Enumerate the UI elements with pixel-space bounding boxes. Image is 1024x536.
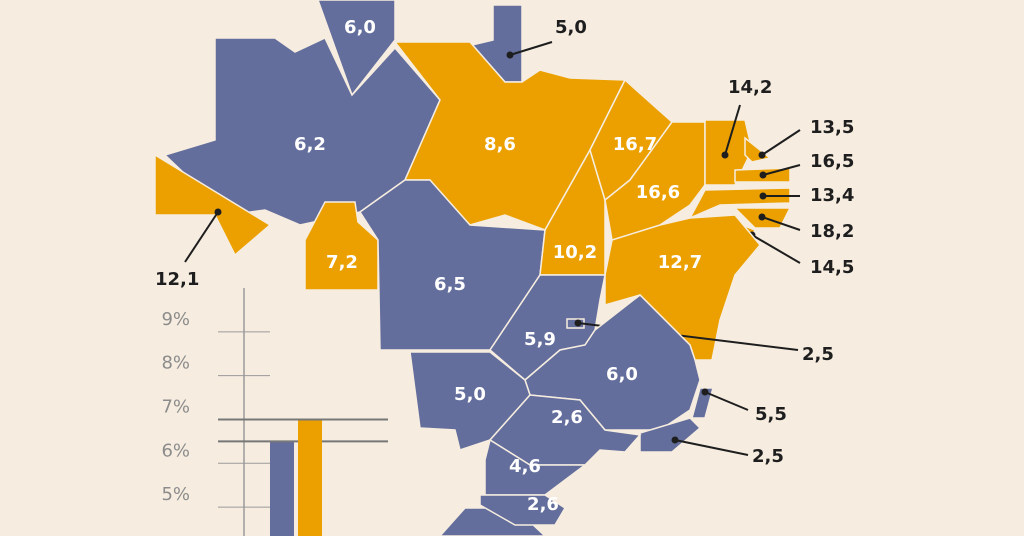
leader-dot [574, 319, 582, 327]
region-value: 5,5 [755, 404, 787, 425]
region-value: 5,0 [454, 384, 486, 405]
region-value: 5,9 [524, 329, 556, 350]
region [317, 0, 396, 97]
region [524, 294, 701, 431]
leader-dot [758, 213, 766, 221]
region [691, 387, 714, 419]
region-value: 2,6 [527, 494, 559, 515]
region [154, 153, 272, 257]
y-tick-label: 8% [161, 353, 190, 374]
region-value: 2,5 [802, 344, 834, 365]
leader-line [674, 439, 749, 456]
region-value: 16,7 [613, 134, 657, 155]
leader-dot [759, 192, 767, 200]
region-value: 14,5 [810, 257, 854, 278]
region [704, 119, 753, 186]
region-value: 13,4 [810, 185, 854, 206]
leader-line [761, 129, 801, 156]
bar [298, 419, 322, 536]
region-value: 6,5 [434, 274, 466, 295]
leader-line [751, 234, 801, 264]
leader-line [509, 41, 553, 56]
leader-dot [758, 151, 766, 159]
leader-dot [701, 388, 709, 396]
region-value: 10,2 [553, 242, 597, 263]
region [744, 136, 772, 163]
region [639, 417, 702, 453]
leader-line [184, 211, 219, 263]
y-tick-label: 7% [161, 396, 190, 417]
region-value: 6,2 [294, 134, 326, 155]
region-value: 8,6 [484, 134, 516, 155]
region-value: 16,5 [810, 151, 854, 172]
y-tick-label: 5% [161, 484, 190, 505]
leader-dot [759, 171, 767, 179]
leader-dot [506, 51, 514, 59]
region-value: 12,7 [658, 252, 702, 273]
region-value: 6,0 [606, 364, 638, 385]
leader-line [762, 164, 801, 176]
y-tick-label: 9% [161, 309, 190, 330]
region-value: 16,6 [636, 182, 680, 203]
region-value: 14,2 [728, 77, 772, 98]
leader-line [724, 104, 741, 156]
leader-dot [214, 208, 222, 216]
region-value: 7,2 [326, 252, 358, 273]
region [479, 494, 567, 526]
region-value: 2,5 [752, 446, 784, 467]
bar [270, 441, 294, 536]
region-value: 4,6 [509, 456, 541, 477]
region-value: 12,1 [155, 269, 199, 290]
leader-line [704, 391, 749, 411]
y-tick-label: 6% [161, 440, 190, 461]
region-value: 2,6 [551, 407, 583, 428]
region-value: 6,0 [344, 17, 376, 38]
region-value: 18,2 [810, 221, 854, 242]
region-value: 5,0 [555, 17, 587, 38]
region-value: 13,5 [810, 117, 854, 138]
leader-dot [721, 151, 729, 159]
leader-line [761, 216, 801, 231]
leader-dot [671, 436, 679, 444]
